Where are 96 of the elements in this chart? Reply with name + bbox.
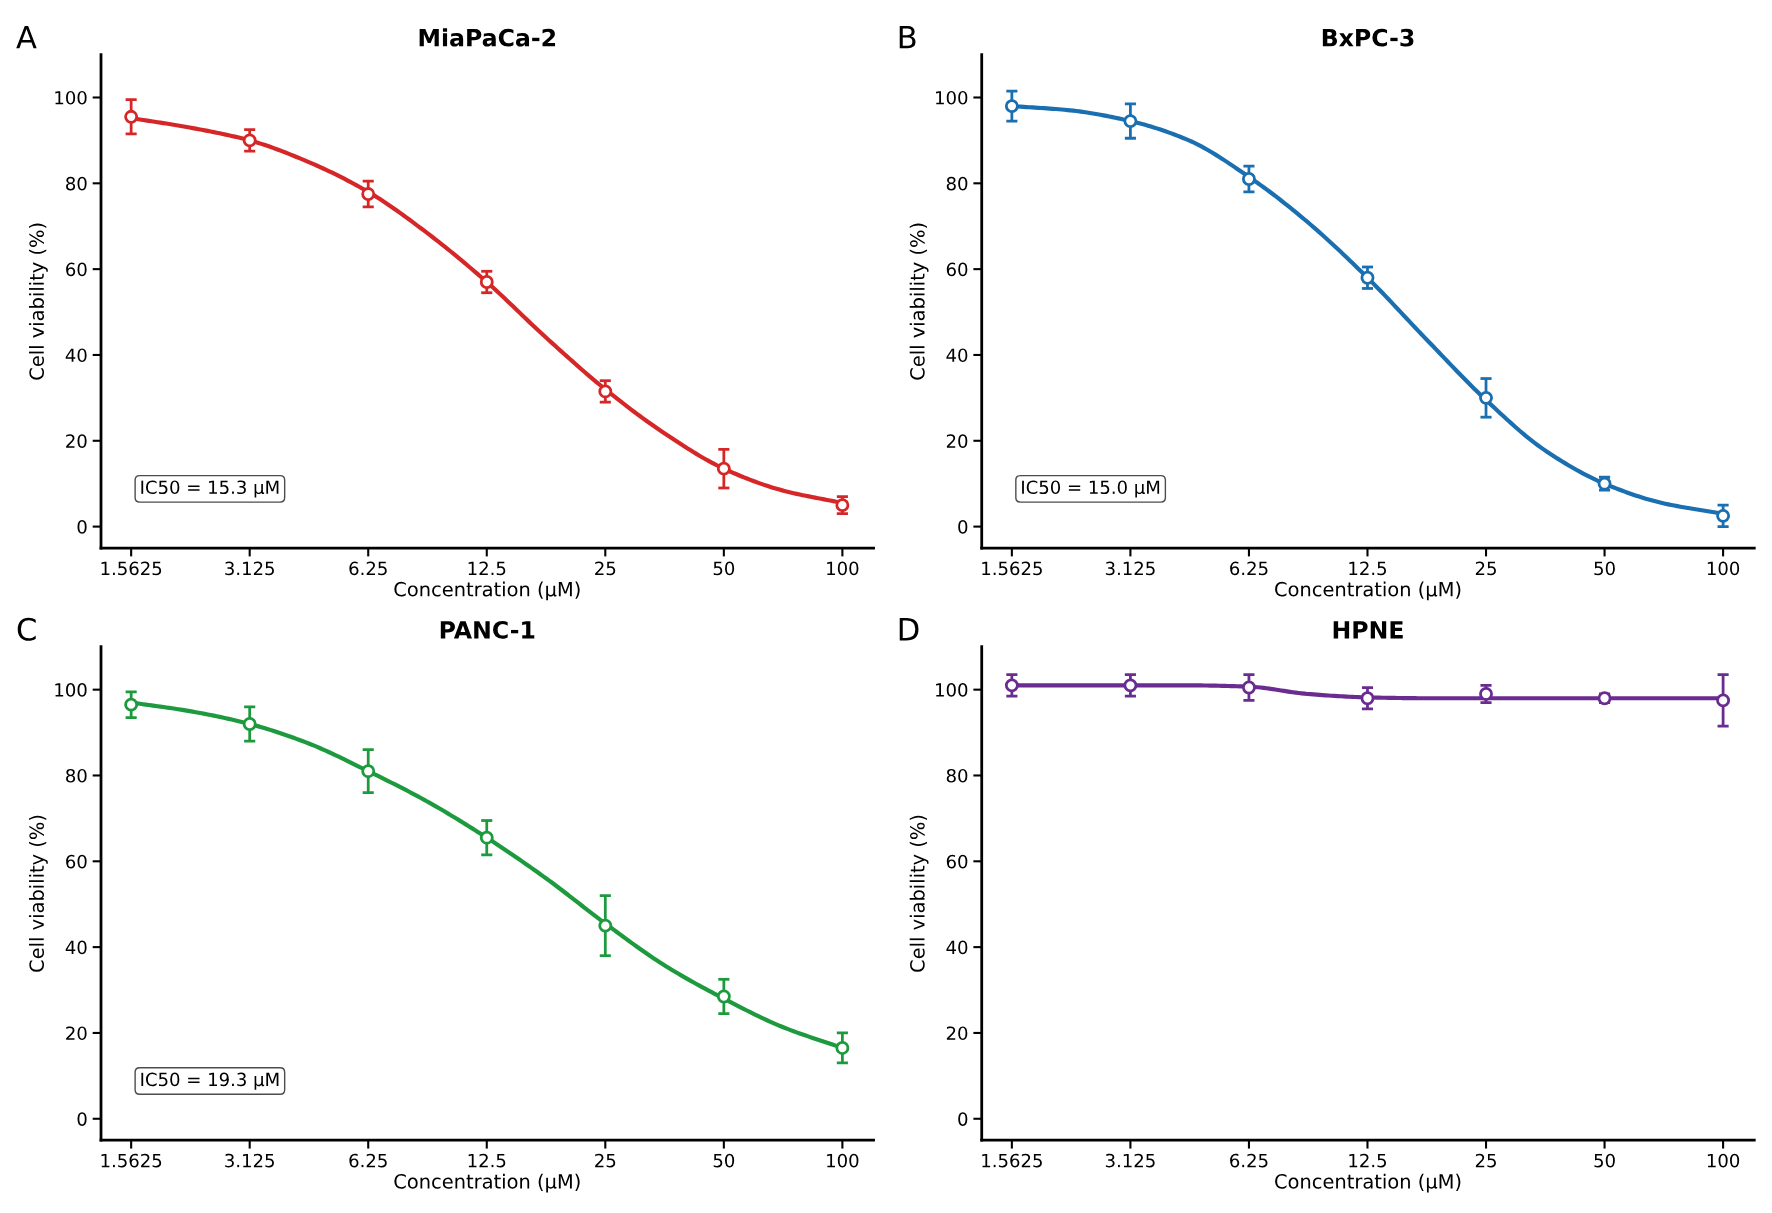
text: A: [16, 25, 37, 49]
point: [361, 764, 376, 779]
y-tick-label: 20: [66, 434, 87, 448]
text: C: [17, 617, 36, 641]
annotation: IC50 = 15.0 μM: [1022, 480, 1160, 498]
point: [242, 133, 257, 148]
text: B: [899, 25, 916, 49]
x-tick-label: 6.25: [1230, 561, 1268, 576]
y-tick-label: 80: [946, 768, 968, 783]
x-tick-label: 100: [1707, 561, 1740, 576]
x-tick-label: 1.5625: [982, 1153, 1042, 1168]
x-tick-label: 3.125: [225, 561, 274, 576]
point: [1242, 680, 1256, 695]
chart-title: HPNE: [1333, 621, 1403, 639]
x-tick-label: 100: [1707, 1153, 1740, 1168]
point: [1123, 114, 1138, 129]
point: [242, 717, 257, 731]
point: [1004, 99, 1019, 114]
x-tick-label: 25: [1475, 561, 1496, 576]
chart-title: BxPC-3: [1322, 28, 1414, 47]
point: [1360, 270, 1375, 285]
x-axis-title: Concentration (μM): [1275, 581, 1461, 601]
y-tick-label: 0: [958, 520, 968, 534]
point: [124, 109, 139, 124]
x-tick-label: 3.125: [225, 1153, 274, 1168]
x-tick-label: 12.5: [1349, 1153, 1387, 1168]
x-tick-label: 25: [595, 1153, 616, 1168]
point: [124, 697, 139, 712]
y-tick-label: 60: [946, 262, 968, 277]
point: [1479, 390, 1493, 405]
x-axis-title: Concentration (μM): [394, 1173, 580, 1193]
y-tick-label: 100: [55, 683, 87, 697]
point: [479, 275, 494, 289]
point: [598, 918, 613, 933]
x-tick-label: 25: [1475, 1153, 1496, 1168]
y-tick-label: 60: [66, 262, 87, 277]
point: [1242, 172, 1256, 186]
chart-title: PANC-1: [440, 620, 535, 639]
x-tick-label: 6.25: [1230, 1153, 1268, 1168]
text: D: [899, 618, 919, 641]
x-tick-label: 3.125: [1105, 561, 1155, 576]
y-axis-title: Cell viability (%): [909, 815, 929, 972]
y-tick-label: 40: [65, 348, 87, 363]
point: [716, 461, 731, 476]
point: [1479, 687, 1493, 701]
y-tick-label: 40: [65, 940, 87, 955]
y-tick-label: 20: [946, 1026, 968, 1041]
x-tick-label: 12.5: [1349, 561, 1387, 576]
y-tick-label: 0: [958, 1112, 968, 1126]
y-tick-label: 100: [936, 683, 968, 697]
y-axis-title: Cell viability (%): [909, 223, 929, 380]
x-tick-label: 6.25: [349, 1153, 387, 1168]
point: [1716, 508, 1731, 523]
y-axis-title: Cell viability (%): [28, 223, 48, 380]
point: [1716, 693, 1731, 708]
x-tick-label: 50: [1594, 561, 1615, 576]
point: [1360, 691, 1375, 706]
x-tick-label: 25: [595, 561, 616, 576]
point: [1123, 678, 1138, 693]
y-tick-label: 20: [946, 434, 968, 448]
point: [598, 384, 613, 399]
annotation: IC50 = 19.3 μM: [141, 1072, 279, 1090]
y-tick-label: 0: [77, 1112, 87, 1126]
x-axis-title: Concentration (μM): [394, 581, 580, 601]
y-tick-label: 80: [66, 176, 87, 191]
point: [835, 1041, 850, 1055]
y-tick-label: 60: [66, 854, 87, 869]
y-tick-label: 100: [936, 90, 968, 105]
y-tick-label: 100: [55, 90, 87, 105]
x-tick-label: 50: [713, 1153, 735, 1168]
y-tick-label: 80: [66, 768, 87, 783]
x-tick-label: 6.25: [349, 561, 387, 576]
y-tick-label: 40: [946, 940, 968, 955]
y-tick-label: 40: [946, 348, 968, 363]
y-tick-label: 0: [77, 520, 87, 534]
x-tick-label: 1.5625: [101, 1153, 162, 1168]
annotation: IC50 = 15.3 μM: [141, 480, 279, 498]
x-tick-label: 12.5: [468, 561, 506, 576]
point: [479, 830, 494, 845]
point: [716, 989, 731, 1004]
y-tick-label: 80: [946, 176, 968, 191]
x-tick-label: 1.5625: [982, 561, 1042, 576]
x-tick-label: 50: [1594, 1153, 1615, 1168]
x-tick-label: 100: [827, 561, 859, 576]
y-tick-label: 60: [946, 854, 968, 869]
x-tick-label: 12.5: [468, 1153, 506, 1168]
y-tick-label: 20: [66, 1026, 87, 1041]
x-tick-label: 1.5625: [101, 561, 162, 576]
x-axis-title: Concentration (μM): [1275, 1173, 1461, 1193]
y-axis-title: Cell viability (%): [28, 815, 48, 972]
x-tick-label: 50: [713, 561, 735, 576]
x-tick-label: 3.125: [1105, 1153, 1155, 1168]
chart-title: MiaPaCa-2: [419, 28, 556, 47]
point: [1004, 678, 1019, 693]
point: [361, 187, 376, 201]
x-tick-label: 100: [827, 1153, 859, 1168]
